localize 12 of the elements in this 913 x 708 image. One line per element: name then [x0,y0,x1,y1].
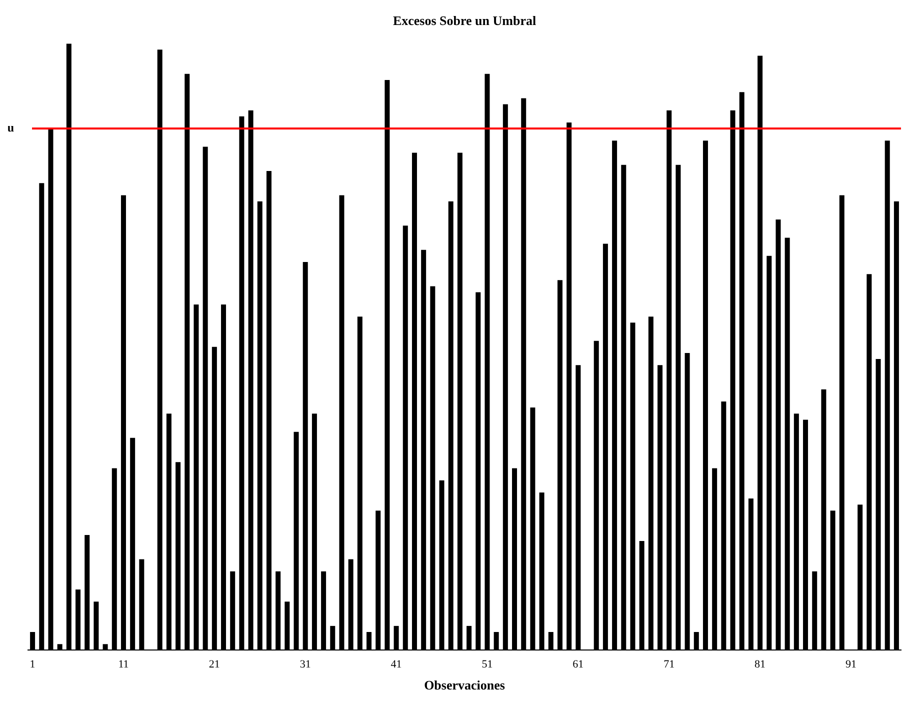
x-tick-label: 41 [390,658,402,671]
x-axis-title: Observaciones [424,678,505,693]
chart-title: Excesos Sobre un Umbral [392,13,536,28]
x-tick-label: 1 [30,658,36,671]
x-tick-label: 51 [482,658,493,671]
x-tick-label: 61 [572,658,584,671]
x-tick-label: 21 [208,658,220,671]
x-tick-label: 71 [664,658,675,671]
x-tick-label: 91 [845,658,856,671]
x-tick-label: 11 [118,658,129,671]
x-tick-label: 31 [300,658,311,671]
x-tick-label: 81 [754,658,766,671]
